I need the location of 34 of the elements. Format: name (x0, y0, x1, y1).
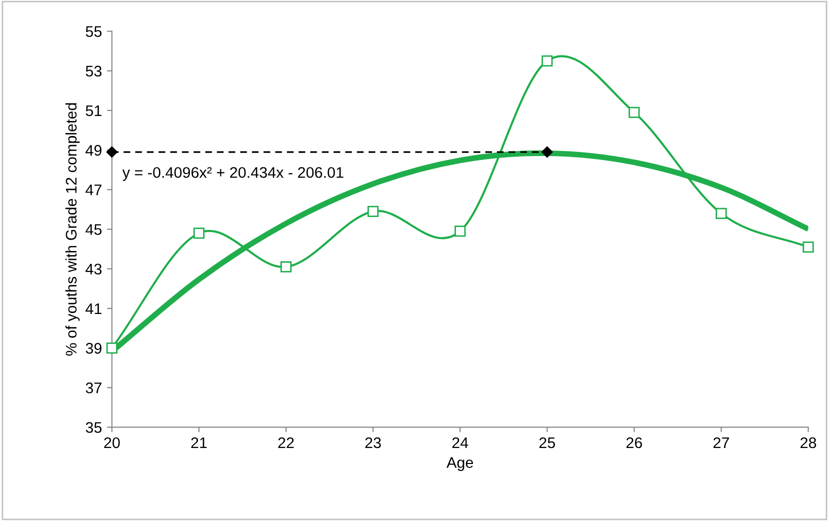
annotation: y = -0.4096x² + 20.434x - 206.01 (122, 167, 344, 181)
x-tick-label: 28 (800, 437, 816, 448)
x-tick-label: 21 (191, 437, 207, 448)
point (716, 208, 727, 219)
point (454, 226, 466, 237)
point (542, 146, 553, 158)
y-axis-title: % of youths with Grade 12 completed (65, 103, 80, 356)
point (106, 342, 118, 354)
y-tick-label: 53 (86, 66, 102, 77)
y-tick-label: 47 (86, 184, 102, 196)
x-tick-label: 27 (714, 437, 729, 448)
x-axis-title: Age (446, 457, 474, 471)
point (542, 55, 553, 67)
y-tick-label: 55 (86, 26, 102, 37)
y-tick-label: 45 (86, 224, 102, 235)
x-tick-label: 26 (626, 437, 642, 448)
point (628, 106, 640, 118)
point (106, 146, 118, 158)
y-tick-label: 37 (86, 382, 102, 394)
point (280, 261, 292, 272)
y-tick-label: 35 (86, 422, 102, 433)
point (367, 206, 379, 217)
y-tick-label: 49 (86, 144, 102, 156)
y-tick-label: 43 (86, 264, 102, 275)
y-tick-label: 51 (86, 105, 102, 116)
x-tick-label: 24 (452, 437, 468, 448)
point (802, 242, 814, 253)
x-tick-label: 25 (539, 437, 555, 448)
y-tick-label: 41 (86, 303, 102, 314)
y-tick-label: 39 (86, 342, 102, 354)
x-tick-label: 20 (104, 437, 120, 448)
point (193, 228, 205, 239)
x-tick-label: 23 (365, 437, 381, 448)
x-tick-label: 22 (278, 437, 294, 448)
